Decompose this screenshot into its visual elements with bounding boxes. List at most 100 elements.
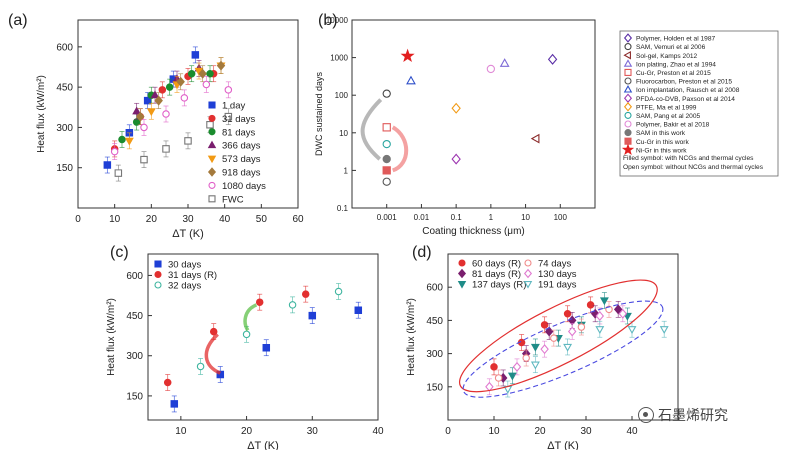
y-tick-label: 450: [426, 316, 443, 327]
data-point: [165, 83, 174, 91]
data-point: [494, 374, 503, 382]
panel-tag: (a): [8, 12, 28, 29]
data-point: [132, 106, 142, 115]
legend-marker: [524, 259, 532, 267]
y-tick-label: 300: [56, 123, 73, 134]
series-3: [494, 300, 613, 387]
data-point: [382, 123, 391, 132]
legend-label: Ion implantation, Rausch et al 2008: [636, 87, 740, 94]
series-13: [400, 48, 415, 63]
legend-marker: [523, 268, 533, 279]
legend-marker: [457, 268, 467, 279]
legend-label: PTFE, Ma et al 1999: [636, 104, 697, 111]
x-tick-label: 100: [554, 213, 568, 222]
ellipse-red: [458, 279, 658, 393]
legend-marker: [621, 143, 635, 156]
data-point: [382, 139, 391, 149]
plot-frame: [447, 253, 679, 421]
data-point: [490, 363, 498, 371]
legend-marker: [624, 129, 632, 137]
data-point: [659, 326, 669, 335]
y-tick-label: 1: [344, 166, 349, 175]
data-point: [382, 166, 391, 175]
legend-marker: [154, 281, 162, 289]
legend-label: 1080 days: [222, 181, 266, 192]
ellipse-blue: [462, 300, 664, 398]
legend-marker: [208, 101, 216, 109]
data-point: [216, 60, 226, 71]
data-point: [382, 177, 391, 186]
data-point: [567, 326, 577, 337]
legend-marker: [623, 85, 633, 93]
legend-marker: [208, 128, 216, 136]
series-9: [382, 139, 391, 149]
data-point: [206, 69, 214, 78]
data-point: [170, 400, 179, 408]
x-tick-label: 20: [241, 426, 253, 437]
legend-marker: [624, 120, 632, 128]
legend-marker: [208, 181, 216, 189]
legend-marker: [624, 111, 632, 119]
data-point: [334, 287, 343, 296]
data-point: [262, 343, 271, 352]
data-point: [618, 308, 628, 319]
legend-label: Sol-gel, Kamps 2012: [636, 53, 698, 60]
legend-label: Polymer, Holden et al 1987: [636, 36, 716, 43]
x-tick-label: 0.01: [414, 213, 430, 222]
x-axis-label: ΔT (K): [247, 440, 279, 450]
chart-panel-1: (b) 0.001 0.01 0.1 1 10 100 0.1 1 10 100 1000 10000 C…: [314, 12, 779, 237]
legend-label: 137 days (R): [472, 280, 526, 291]
legend-marker: [154, 260, 162, 268]
legend-marker: [207, 167, 217, 177]
data-point: [288, 301, 297, 309]
legend-label: Cu-Gr in this work: [636, 139, 689, 146]
chart-panel-0: (a) 0 10 20 30 40 50 60 150 300 450 600 ΔT (K) Heat f…: [8, 12, 304, 240]
series-1: [498, 300, 623, 387]
data-point: [146, 108, 156, 117]
legend-label: FWC: [222, 194, 244, 205]
arrow-red: [204, 333, 222, 375]
series-4: [382, 123, 391, 132]
data-point: [530, 343, 540, 352]
y-tick-label: 0.1: [337, 204, 349, 213]
series-1: [382, 89, 391, 98]
legend-marker: [457, 281, 467, 289]
data-point: [176, 76, 185, 87]
data-point: [206, 120, 214, 129]
watermark-text: 石墨烯研究: [658, 408, 728, 424]
legend-label: 1 day: [222, 101, 245, 112]
y-tick-label: 450: [126, 311, 143, 322]
legend-label: Cu-Gr, Preston et al 2015: [636, 70, 711, 77]
data-point: [308, 311, 317, 320]
data-point: [354, 306, 363, 314]
y-tick-label: 300: [426, 349, 443, 360]
x-tick-label: 1: [489, 213, 494, 222]
x-tick-label: 40: [219, 214, 231, 225]
plot-frame: [77, 19, 299, 209]
data-point: [599, 297, 609, 306]
data-point: [140, 123, 148, 132]
legend-marker: [624, 137, 632, 145]
legend-label: Fluorocarbon, Preston et al 2015: [636, 79, 732, 86]
x-tick-label: 30: [307, 426, 319, 437]
data-point: [110, 147, 119, 156]
data-point: [595, 326, 605, 335]
legend-label: 81 days (R): [472, 269, 521, 280]
x-tick-label: 60: [292, 214, 304, 225]
data-point: [140, 155, 148, 164]
legend-label: SAM, Vemuri et al 2006: [636, 44, 706, 51]
legend-marker: [623, 33, 633, 43]
data-point: [406, 75, 416, 85]
x-tick-label: 40: [372, 426, 384, 437]
data-point: [180, 94, 189, 102]
legend-label: 81 days: [222, 127, 256, 138]
data-point: [595, 310, 605, 321]
legend-label: 60 days (R): [472, 259, 521, 270]
data-point: [451, 153, 461, 165]
plot-frame: [351, 19, 596, 209]
arrow-green: [243, 303, 258, 332]
arrow-cugr: [391, 125, 409, 173]
legend-label: SAM in this work: [636, 130, 686, 137]
data-point: [400, 48, 415, 63]
data-point: [187, 69, 196, 78]
